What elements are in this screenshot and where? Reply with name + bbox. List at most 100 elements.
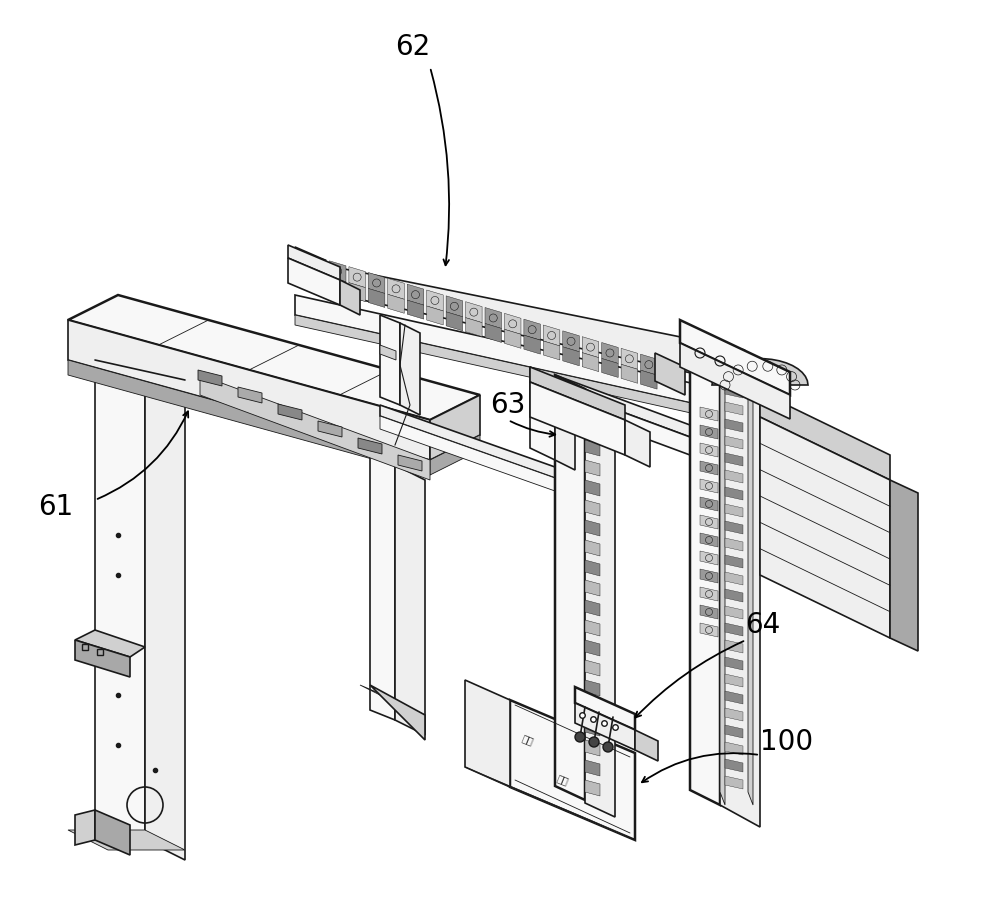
Polygon shape	[485, 324, 502, 342]
Polygon shape	[725, 725, 743, 738]
Polygon shape	[635, 730, 658, 761]
Circle shape	[603, 742, 613, 752]
Polygon shape	[700, 551, 718, 565]
Polygon shape	[400, 323, 420, 415]
Polygon shape	[427, 290, 443, 311]
Polygon shape	[238, 387, 262, 403]
Polygon shape	[555, 387, 690, 455]
Polygon shape	[700, 515, 718, 529]
Polygon shape	[700, 605, 718, 619]
Polygon shape	[748, 375, 753, 805]
Polygon shape	[725, 623, 743, 636]
Polygon shape	[278, 404, 302, 420]
Polygon shape	[318, 421, 342, 437]
Polygon shape	[534, 398, 550, 413]
Polygon shape	[198, 370, 222, 386]
Polygon shape	[68, 295, 480, 420]
Polygon shape	[295, 247, 325, 295]
Text: 64: 64	[745, 611, 780, 639]
Polygon shape	[585, 680, 600, 696]
Polygon shape	[370, 455, 395, 720]
Polygon shape	[585, 500, 600, 516]
Polygon shape	[602, 359, 618, 378]
Polygon shape	[725, 487, 743, 500]
Polygon shape	[555, 379, 575, 470]
Polygon shape	[575, 687, 635, 730]
Polygon shape	[465, 680, 510, 787]
Polygon shape	[68, 320, 430, 460]
Polygon shape	[427, 306, 443, 325]
Polygon shape	[585, 720, 600, 736]
Polygon shape	[585, 400, 600, 416]
Text: 100: 100	[760, 728, 813, 756]
Polygon shape	[446, 312, 463, 331]
Polygon shape	[602, 342, 618, 363]
Polygon shape	[68, 360, 430, 475]
Polygon shape	[555, 375, 585, 800]
Polygon shape	[543, 341, 560, 360]
Circle shape	[575, 732, 585, 742]
Polygon shape	[582, 337, 599, 358]
Polygon shape	[585, 420, 600, 436]
Polygon shape	[725, 470, 743, 483]
Polygon shape	[621, 364, 638, 383]
Polygon shape	[407, 300, 424, 319]
Polygon shape	[585, 460, 600, 476]
Text: 62: 62	[395, 33, 430, 61]
Polygon shape	[760, 417, 890, 638]
Polygon shape	[585, 780, 600, 796]
Polygon shape	[288, 258, 340, 305]
Polygon shape	[582, 352, 599, 371]
Polygon shape	[700, 425, 718, 439]
Polygon shape	[524, 335, 540, 354]
Polygon shape	[524, 319, 540, 340]
Polygon shape	[75, 630, 145, 657]
Polygon shape	[430, 435, 480, 475]
Polygon shape	[700, 443, 718, 457]
Polygon shape	[700, 497, 718, 511]
Polygon shape	[465, 767, 635, 840]
Polygon shape	[725, 589, 743, 602]
Polygon shape	[329, 261, 346, 282]
Polygon shape	[700, 479, 718, 493]
Polygon shape	[725, 606, 743, 619]
Polygon shape	[725, 674, 743, 687]
Polygon shape	[725, 640, 743, 653]
Polygon shape	[295, 315, 700, 415]
Polygon shape	[725, 521, 743, 534]
Polygon shape	[340, 280, 360, 315]
Polygon shape	[388, 278, 404, 299]
Polygon shape	[380, 345, 396, 360]
Polygon shape	[655, 353, 685, 395]
Polygon shape	[200, 375, 430, 480]
Polygon shape	[360, 685, 425, 715]
Polygon shape	[585, 389, 615, 817]
Polygon shape	[95, 810, 130, 855]
Polygon shape	[585, 480, 600, 496]
Polygon shape	[700, 587, 718, 601]
Polygon shape	[295, 295, 700, 405]
Polygon shape	[295, 260, 745, 375]
Polygon shape	[585, 760, 600, 776]
Circle shape	[589, 737, 599, 747]
Polygon shape	[585, 740, 600, 756]
Polygon shape	[725, 708, 743, 721]
Polygon shape	[95, 360, 145, 840]
Polygon shape	[504, 313, 521, 334]
Polygon shape	[585, 660, 600, 676]
Polygon shape	[725, 759, 743, 772]
Polygon shape	[310, 271, 327, 290]
Polygon shape	[725, 504, 743, 517]
Polygon shape	[530, 382, 625, 455]
Polygon shape	[358, 438, 382, 454]
Polygon shape	[700, 569, 718, 583]
Polygon shape	[530, 367, 555, 460]
Polygon shape	[700, 533, 718, 547]
Polygon shape	[725, 453, 743, 466]
Polygon shape	[585, 600, 600, 616]
Polygon shape	[725, 776, 743, 789]
Polygon shape	[890, 480, 918, 651]
Polygon shape	[621, 349, 638, 370]
Polygon shape	[725, 742, 743, 755]
Polygon shape	[725, 555, 743, 568]
